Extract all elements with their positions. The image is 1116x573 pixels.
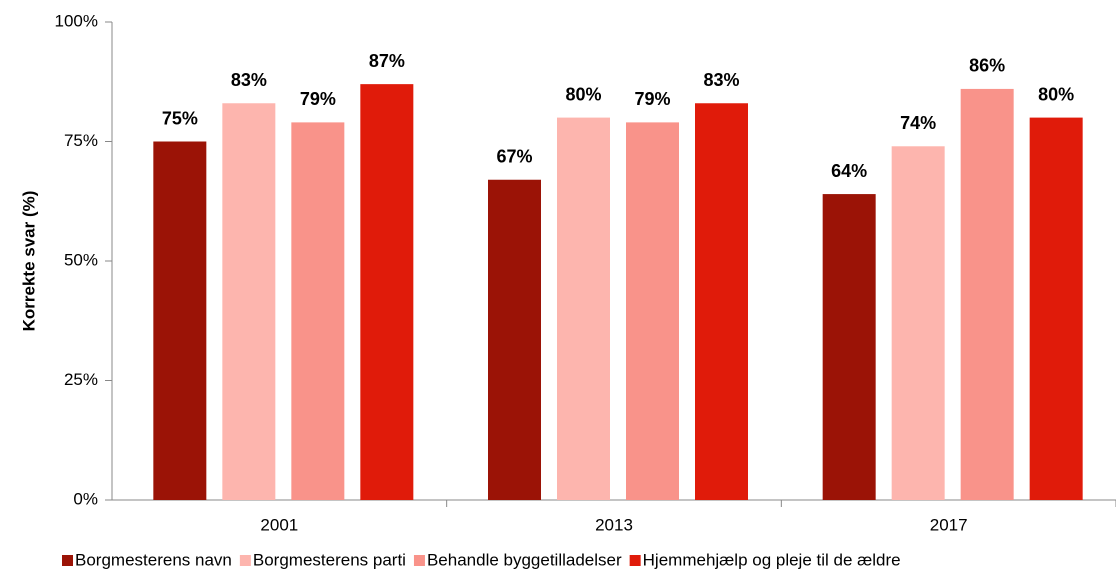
- legend-swatch: [413, 555, 425, 566]
- y-tick-label: 100%: [55, 11, 98, 30]
- value-label: 64%: [831, 161, 867, 181]
- value-label: 83%: [703, 70, 739, 90]
- bar: [1029, 117, 1083, 500]
- value-label: 79%: [300, 89, 336, 109]
- legend-swatch: [62, 555, 73, 566]
- bar: [153, 141, 207, 500]
- value-label: 86%: [969, 56, 1005, 76]
- value-label: 79%: [634, 89, 670, 109]
- value-label: 75%: [162, 108, 198, 128]
- bar: [291, 122, 345, 500]
- legend-label: Borgmesterens navn: [75, 550, 232, 569]
- bar: [557, 117, 610, 500]
- x-tick-label: 2013: [595, 515, 633, 534]
- legend-label: Borgmesterens parti: [253, 550, 406, 569]
- value-label: 83%: [231, 70, 267, 90]
- x-tick-label: 2001: [260, 515, 298, 534]
- bar: [360, 84, 414, 500]
- legend-swatch: [239, 555, 251, 566]
- legend-swatch: [629, 555, 641, 566]
- legend-label: Hjemmehjælp og pleje til de ældre: [643, 550, 901, 569]
- y-tick-label: 75%: [64, 131, 98, 150]
- bar: [222, 103, 276, 500]
- bar: [822, 194, 876, 500]
- value-label: 67%: [496, 146, 532, 166]
- y-tick-label: 50%: [64, 250, 98, 269]
- y-tick-label: 25%: [64, 370, 98, 389]
- bar: [891, 146, 945, 500]
- bar: [626, 122, 679, 500]
- bar: [960, 88, 1014, 501]
- value-label: 87%: [369, 51, 405, 71]
- bar: [695, 103, 748, 500]
- legend-label: Behandle byggetilladelser: [427, 550, 622, 569]
- bar: [488, 179, 541, 501]
- value-label: 80%: [1038, 84, 1074, 104]
- x-tick-label: 2017: [930, 515, 968, 534]
- value-label: 80%: [565, 84, 601, 104]
- y-axis-label: Korrekte svar (%): [19, 191, 38, 332]
- y-tick-label: 0%: [73, 489, 98, 508]
- value-label: 74%: [900, 113, 936, 133]
